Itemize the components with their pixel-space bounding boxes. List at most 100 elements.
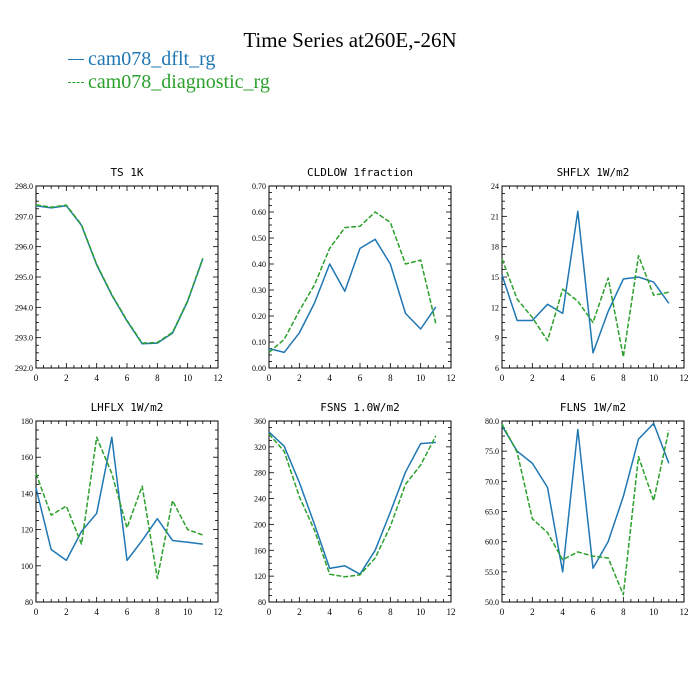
x-tick-label: 2 xyxy=(530,607,535,617)
x-tick-label: 4 xyxy=(327,607,332,617)
legend-entry-dflt: cam078_dflt_rg xyxy=(68,48,215,71)
x-tick-label: 4 xyxy=(94,607,99,617)
y-tick-label: 0.10 xyxy=(252,338,266,347)
y-tick-label: 100 xyxy=(21,562,33,571)
x-tick-label: 8 xyxy=(155,373,160,383)
panel-title: LHFLX 1W/m2 xyxy=(91,401,164,414)
x-tick-label: 4 xyxy=(560,607,565,617)
x-tick-label: 6 xyxy=(591,607,596,617)
x-tick-label: 10 xyxy=(416,607,426,617)
series-line-diagnostic xyxy=(268,211,437,353)
x-tick-label: 12 xyxy=(214,607,223,617)
x-tick-label: 8 xyxy=(388,607,393,617)
y-tick-label: 70.0 xyxy=(485,477,499,486)
legend-label: cam078_dflt_rg xyxy=(88,48,216,70)
series-line-diagnostic xyxy=(35,436,204,580)
x-tick-label: 0 xyxy=(267,607,272,617)
x-tick-label: 10 xyxy=(183,607,193,617)
y-tick-label: 21 xyxy=(491,212,499,221)
series-line-diagnostic xyxy=(501,423,670,596)
plot-frame xyxy=(501,420,685,603)
panel-title: FLNS 1W/m2 xyxy=(560,401,626,414)
x-tick-label: 8 xyxy=(621,373,626,383)
y-tick-label: 80 xyxy=(258,598,266,607)
x-tick-label: 10 xyxy=(183,373,193,383)
y-tick-label: 9 xyxy=(495,334,499,343)
x-tick-label: 6 xyxy=(358,373,363,383)
x-tick-label: 0 xyxy=(500,607,505,617)
y-tick-label: 292.0 xyxy=(15,364,33,373)
y-tick-label: 200 xyxy=(254,520,266,529)
y-tick-label: 0.40 xyxy=(252,260,266,269)
series-line-dflt xyxy=(268,238,437,354)
x-tick-label: 0 xyxy=(267,373,272,383)
x-tick-label: 4 xyxy=(560,373,565,383)
y-tick-label: 12 xyxy=(491,303,499,312)
series-line-dflt xyxy=(268,431,436,575)
panel-1: TS 1K 0 2 4 6 8 10 12 292.0 293.0 294.0 295.0 296.0 2… xyxy=(15,166,223,383)
y-tick-label: 180 xyxy=(21,417,33,426)
x-tick-label: 6 xyxy=(358,607,363,617)
x-tick-label: 12 xyxy=(447,607,456,617)
x-tick-label: 8 xyxy=(388,373,393,383)
y-tick-label: 293.0 xyxy=(15,334,33,343)
panel-5: FSNS 1.0W/m2 0 2 4 6 8 10 12 80 120 160 200 240 280 32… xyxy=(254,401,456,617)
y-tick-label: 0.50 xyxy=(252,234,266,243)
panel-title: FSNS 1.0W/m2 xyxy=(320,401,399,414)
x-tick-label: 6 xyxy=(125,373,130,383)
plot-frame xyxy=(268,185,452,369)
x-tick-label: 4 xyxy=(327,373,332,383)
y-tick-label: 160 xyxy=(254,546,266,555)
y-tick-label: 60.0 xyxy=(485,538,499,547)
x-tick-label: 8 xyxy=(621,607,626,617)
x-tick-label: 2 xyxy=(297,373,302,383)
panel-2: CLDLOW 1fraction 0 2 4 6 8 10 12 0.00 0.10 0.20 0.3… xyxy=(252,166,456,383)
y-tick-label: 296.0 xyxy=(15,243,33,252)
y-tick-label: 0.70 xyxy=(252,182,266,191)
y-tick-label: 75.0 xyxy=(485,447,499,456)
x-tick-label: 10 xyxy=(649,607,659,617)
x-tick-label: 2 xyxy=(297,607,302,617)
x-tick-label: 6 xyxy=(591,373,596,383)
y-tick-label: 15 xyxy=(491,273,499,282)
y-tick-label: 320 xyxy=(254,443,266,452)
y-tick-label: 297.0 xyxy=(15,212,33,221)
legend-line-solid xyxy=(68,58,84,60)
x-tick-label: 2 xyxy=(64,607,69,617)
y-tick-label: 24 xyxy=(491,182,499,191)
y-tick-label: 0.60 xyxy=(252,208,266,217)
panel-title: CLDLOW 1fraction xyxy=(307,166,413,179)
y-tick-label: 65.0 xyxy=(485,508,499,517)
x-tick-label: 8 xyxy=(155,607,160,617)
x-tick-label: 2 xyxy=(64,373,69,383)
panel-title: SHFLX 1W/m2 xyxy=(557,166,630,179)
y-tick-label: 160 xyxy=(21,453,33,462)
x-tick-label: 0 xyxy=(34,607,39,617)
y-tick-label: 18 xyxy=(491,243,499,252)
x-tick-label: 10 xyxy=(416,373,426,383)
y-tick-label: 120 xyxy=(21,526,33,535)
y-tick-label: 360 xyxy=(254,417,266,426)
y-tick-label: 294.0 xyxy=(15,303,33,312)
x-tick-label: 6 xyxy=(125,607,130,617)
y-tick-label: 0.30 xyxy=(252,286,266,295)
panel-6: FLNS 1W/m2 0 2 4 6 8 10 12 50.0 55.0 60.0 65.0 70.0 7… xyxy=(485,401,689,617)
x-tick-label: 0 xyxy=(500,373,505,383)
legend-entry-diagnostic: cam078_diagnostic_rg xyxy=(68,71,270,94)
y-tick-label: 120 xyxy=(254,572,266,581)
x-tick-label: 12 xyxy=(447,373,456,383)
y-tick-label: 80.0 xyxy=(485,417,499,426)
legend-line-dashed xyxy=(68,81,84,83)
plot-frame xyxy=(35,420,219,603)
y-tick-label: 80 xyxy=(25,598,33,607)
panel-title: TS 1K xyxy=(110,166,143,179)
y-tick-label: 240 xyxy=(254,495,266,504)
x-tick-label: 0 xyxy=(34,373,39,383)
y-tick-label: 6 xyxy=(495,364,499,373)
x-tick-label: 4 xyxy=(94,373,99,383)
x-tick-label: 12 xyxy=(214,373,223,383)
y-tick-label: 0.20 xyxy=(252,312,266,321)
series-line-diagnostic xyxy=(268,433,437,578)
series-line-diagnostic xyxy=(501,255,669,358)
